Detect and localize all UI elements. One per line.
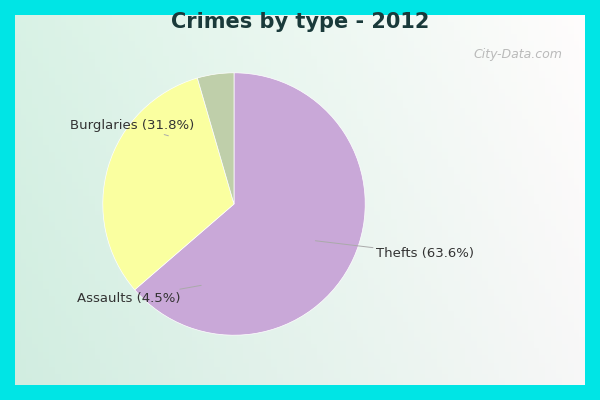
Text: Thefts (63.6%): Thefts (63.6%)	[316, 241, 473, 260]
Wedge shape	[134, 73, 365, 335]
Text: City-Data.com: City-Data.com	[473, 48, 562, 61]
Text: Burglaries (31.8%): Burglaries (31.8%)	[70, 119, 194, 136]
Text: Assaults (4.5%): Assaults (4.5%)	[77, 285, 201, 305]
Wedge shape	[103, 78, 234, 290]
Wedge shape	[197, 73, 234, 204]
Text: Crimes by type - 2012: Crimes by type - 2012	[171, 12, 429, 32]
